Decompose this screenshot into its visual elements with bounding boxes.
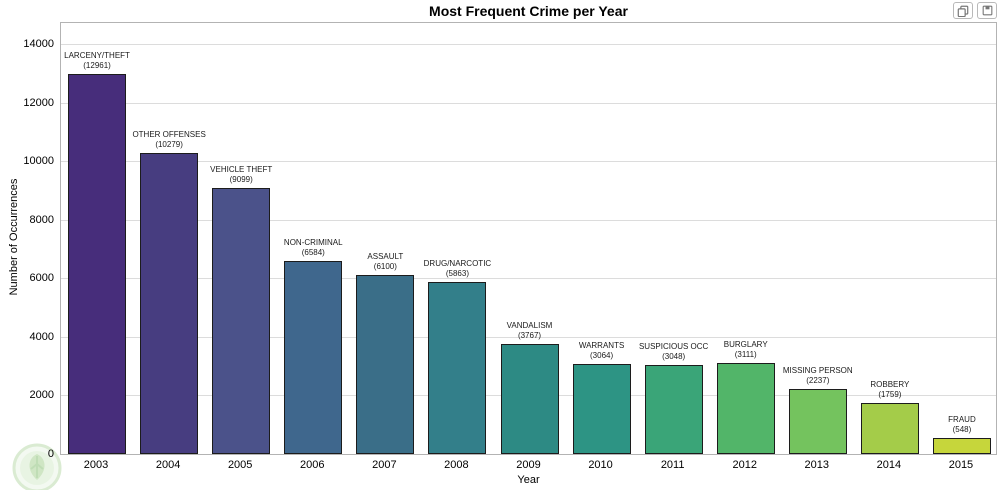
bar-label-crime: MISSING PERSON (782, 365, 853, 375)
bar-label-crime: ROBBERY (870, 379, 910, 389)
bar-label-2009: VANDALISM (3767) (468, 321, 592, 341)
chart-title: Most Frequent Crime per Year (429, 3, 628, 19)
bar-2004 (140, 152, 199, 454)
save-button[interactable] (977, 2, 997, 19)
bar-2015 (932, 437, 991, 454)
gridline-4000 (61, 336, 996, 338)
bar-label-crime: LARCENY/THEFT (64, 51, 130, 61)
bar-label-2015: FRAUD (548) (900, 415, 1000, 435)
x-tick-label-2011: 2011 (660, 459, 685, 471)
bar-2005 (212, 187, 271, 454)
bar-label-count: (12961) (83, 61, 111, 71)
x-tick-label-2004: 2004 (155, 459, 181, 471)
gridline-12000 (61, 102, 996, 104)
gridline-10000 (61, 161, 996, 163)
bar-2011 (644, 364, 703, 454)
x-tick-label-2003: 2003 (83, 459, 109, 471)
bar-2007 (356, 275, 415, 454)
toolbar (953, 2, 997, 19)
bar-label-2007: ASSAULT (6100) (323, 252, 447, 272)
gridline-8000 (61, 219, 996, 221)
bar-label-2012: BURGLARY (3111) (684, 340, 808, 360)
bar-label-2014: ROBBERY (1759) (828, 380, 952, 400)
bar-2006 (284, 261, 343, 454)
y-tick-label-14000: 14000 (23, 38, 54, 50)
x-tick-label-2010: 2010 (588, 459, 613, 471)
bar-label-crime: ASSAULT (367, 252, 404, 262)
bar-label-crime: FRAUD (948, 414, 976, 424)
bar-label-crime: OTHER OFFENSES (132, 129, 206, 139)
x-axis-title: Year (517, 474, 540, 486)
bar-label-crime: WARRANTS (578, 341, 625, 351)
bar-label-count: (10279) (155, 139, 183, 149)
bar-label-2006: NON-CRIMINAL (6584) (251, 238, 375, 258)
x-tick-label-2008: 2008 (444, 459, 469, 471)
bar-label-count: (3048) (662, 351, 686, 361)
copy-button[interactable] (953, 2, 973, 19)
save-icon (982, 5, 993, 16)
bar-label-count: (3111) (734, 349, 757, 359)
y-tick-label-12000: 12000 (23, 96, 54, 109)
bar-label-count: (9099) (229, 174, 253, 184)
y-tick-label-6000: 6000 (29, 272, 54, 285)
bar-label-2013: MISSING PERSON (2237) (756, 366, 880, 386)
y-tick-label-4000: 4000 (29, 330, 54, 343)
bar-2008 (428, 282, 487, 454)
y-tick-label-2000: 2000 (29, 389, 54, 402)
x-tick-label-2009: 2009 (516, 459, 541, 471)
y-tick-label-0: 0 (47, 448, 54, 460)
bar-label-crime: VANDALISM (506, 320, 553, 330)
x-tick-label-2013: 2013 (804, 459, 830, 471)
bar-label-2010: WARRANTS (3064) (540, 341, 664, 361)
bar-label-crime: NON-CRIMINAL (283, 238, 343, 248)
bar-label-crime: VEHICLE THEFT (210, 164, 273, 174)
bar-label-count: (3064) (590, 351, 614, 361)
bar-label-crime: DRUG/NARCOTIC (423, 259, 492, 269)
bar-label-2003: LARCENY/THEFT (12961) (35, 51, 159, 71)
y-tick-label-10000: 10000 (23, 155, 54, 168)
bar-2003 (68, 74, 127, 454)
x-tick-label-2015: 2015 (948, 459, 974, 471)
bar-label-count: (6584) (301, 248, 325, 258)
bar-2010 (572, 364, 631, 454)
bar-2012 (716, 362, 775, 454)
bar-label-2008: DRUG/NARCOTIC (5863) (395, 259, 519, 279)
gridline-6000 (61, 278, 996, 280)
x-tick-label-2014: 2014 (876, 459, 902, 471)
bar-label-crime: BURGLARY (723, 339, 768, 349)
x-tick-label-2012: 2012 (732, 459, 757, 471)
bar-label-2004: OTHER OFFENSES (10279) (107, 130, 231, 150)
bar-label-count: (1759) (878, 389, 902, 399)
bar-label-count: (3767) (517, 330, 542, 340)
bar-label-count: (2237) (806, 375, 830, 385)
bar-label-crime: SUSPICIOUS OCC (638, 341, 709, 351)
x-tick-label-2005: 2005 (227, 459, 253, 471)
bar-label-count: (548) (952, 424, 972, 434)
bar-label-count: (6100) (373, 262, 397, 272)
bar-2009 (500, 343, 559, 454)
bar-label-2011: SUSPICIOUS OCC (3048) (612, 342, 736, 362)
plot-area: LARCENY/THEFT (12961) OTHER OFFENSES (10279… (60, 22, 997, 455)
bar-2013 (788, 388, 847, 454)
copy-icon (957, 5, 969, 17)
x-tick-label-2007: 2007 (372, 459, 397, 471)
bar-label-count: (5863) (445, 269, 469, 279)
y-tick-label-8000: 8000 (29, 213, 54, 226)
gridline-14000 (61, 44, 996, 45)
bar-2014 (860, 402, 919, 454)
bar-label-2005: VEHICLE THEFT (9099) (179, 165, 303, 185)
x-tick-label-2006: 2006 (300, 459, 325, 471)
